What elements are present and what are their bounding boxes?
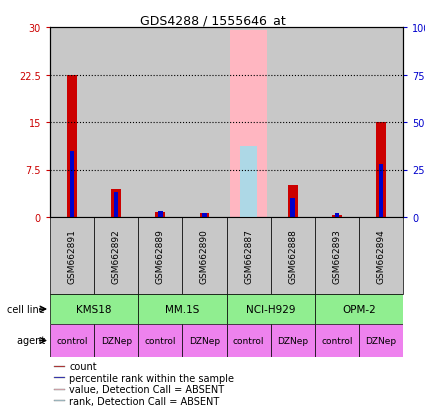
Bar: [271, 28, 315, 218]
Bar: [94, 28, 138, 218]
Bar: [114, 193, 119, 218]
Bar: [138, 218, 182, 294]
Bar: [182, 28, 227, 218]
Bar: [111, 189, 121, 218]
Bar: [359, 324, 403, 357]
Text: GSM662894: GSM662894: [377, 228, 385, 283]
Text: NCI-H929: NCI-H929: [246, 304, 295, 314]
Text: percentile rank within the sample: percentile rank within the sample: [69, 373, 234, 383]
Bar: [227, 218, 271, 294]
Bar: [50, 324, 94, 357]
Text: cell line: cell line: [7, 304, 48, 314]
Bar: [271, 218, 315, 294]
Bar: [376, 123, 386, 218]
Text: DZNep: DZNep: [101, 336, 132, 345]
Bar: [138, 294, 227, 324]
Bar: [54, 377, 65, 378]
Bar: [50, 294, 138, 324]
Text: OPM-2: OPM-2: [342, 304, 376, 314]
Text: GSM662888: GSM662888: [288, 228, 297, 283]
Text: GSM662892: GSM662892: [112, 228, 121, 283]
Bar: [202, 214, 207, 218]
Bar: [332, 216, 342, 218]
Bar: [94, 218, 138, 294]
Text: GSM662890: GSM662890: [200, 228, 209, 283]
Bar: [138, 28, 182, 218]
Text: DZNep: DZNep: [189, 336, 220, 345]
Bar: [227, 28, 271, 218]
Bar: [288, 186, 298, 218]
Text: MM.1S: MM.1S: [165, 304, 200, 314]
Bar: [50, 218, 94, 294]
Text: control: control: [321, 336, 353, 345]
Bar: [240, 146, 258, 218]
Bar: [182, 324, 227, 357]
Bar: [271, 324, 315, 357]
Text: value, Detection Call = ABSENT: value, Detection Call = ABSENT: [69, 384, 224, 394]
Bar: [94, 324, 138, 357]
Text: KMS18: KMS18: [76, 304, 112, 314]
Bar: [158, 212, 162, 218]
Text: GSM662893: GSM662893: [332, 228, 341, 283]
Bar: [315, 324, 359, 357]
Text: agent: agent: [17, 336, 48, 346]
Bar: [315, 28, 359, 218]
Bar: [334, 214, 339, 218]
Text: GSM662889: GSM662889: [156, 228, 165, 283]
Bar: [70, 151, 74, 218]
Bar: [315, 294, 403, 324]
Bar: [359, 28, 403, 218]
Text: count: count: [69, 361, 97, 371]
Text: DZNep: DZNep: [366, 336, 397, 345]
Bar: [156, 212, 165, 218]
Bar: [138, 324, 182, 357]
Text: GDS4288 / 1555646_at: GDS4288 / 1555646_at: [140, 14, 285, 27]
Bar: [290, 199, 295, 218]
Bar: [67, 75, 77, 218]
Text: control: control: [144, 336, 176, 345]
Bar: [200, 214, 209, 218]
Text: GSM662887: GSM662887: [244, 228, 253, 283]
Bar: [54, 366, 65, 367]
Text: GSM662891: GSM662891: [68, 228, 76, 283]
Bar: [359, 218, 403, 294]
Bar: [54, 400, 65, 401]
Text: DZNep: DZNep: [277, 336, 308, 345]
Bar: [315, 218, 359, 294]
Bar: [227, 324, 271, 357]
Bar: [54, 389, 65, 390]
Text: control: control: [233, 336, 264, 345]
Text: rank, Detection Call = ABSENT: rank, Detection Call = ABSENT: [69, 396, 219, 406]
Bar: [230, 31, 267, 218]
Bar: [379, 164, 383, 218]
Bar: [227, 294, 315, 324]
Text: control: control: [56, 336, 88, 345]
Bar: [182, 218, 227, 294]
Bar: [50, 28, 94, 218]
